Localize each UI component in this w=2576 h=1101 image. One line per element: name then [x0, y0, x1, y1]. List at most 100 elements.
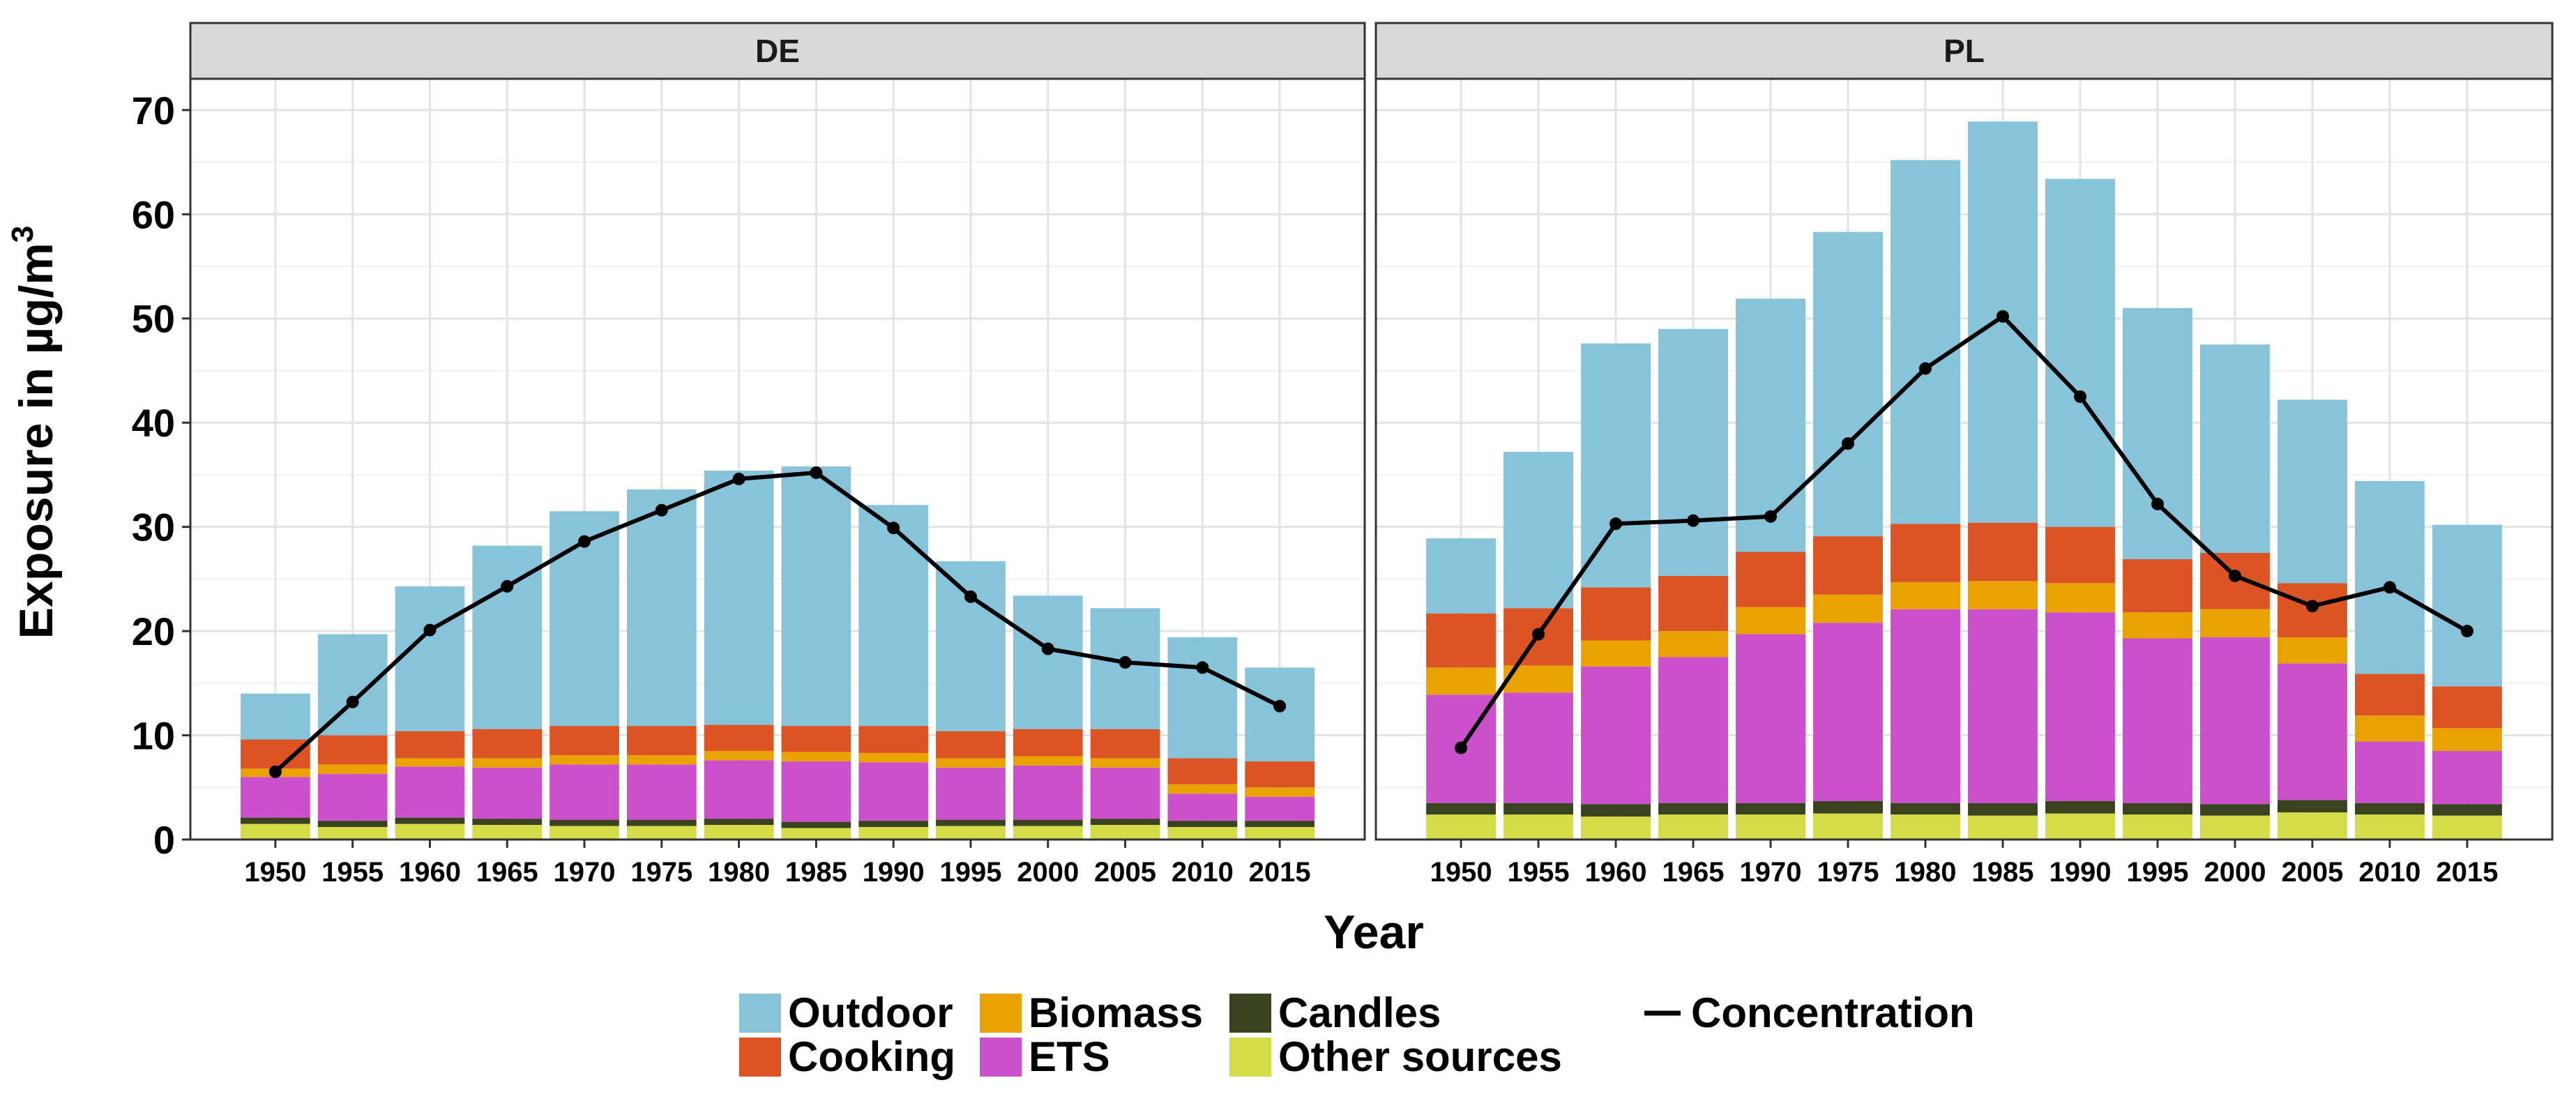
bar-de-1990-candles: [858, 821, 929, 828]
x-tick-label-pl-1960: 1960: [1585, 857, 1647, 888]
bar-pl-1990-cooking: [2045, 526, 2115, 584]
bar-de-1960-cooking: [395, 731, 465, 759]
bar-de-2000-cooking: [1013, 729, 1083, 757]
bar-pl-2000-candles: [2200, 804, 2270, 816]
bar-pl-1975-ets: [1813, 623, 1883, 801]
bar-de-1980-outdoor: [704, 470, 774, 725]
y-tick-label-60: 60: [132, 192, 175, 236]
bar-de-2005-biomass: [1090, 758, 1160, 768]
concentration-point-de-1970: [578, 535, 591, 548]
bar-pl-1995-candles: [2123, 803, 2192, 815]
bar-de-1955-candles: [317, 821, 388, 828]
concentration-point-de-1995: [964, 590, 977, 603]
x-tick-label-de-2005: 2005: [1094, 857, 1156, 888]
facet-label-de: DE: [755, 33, 800, 69]
bar-de-1965-ets: [472, 767, 543, 819]
x-tick-label-de-1965: 1965: [476, 857, 538, 888]
bar-pl-2010-outdoor: [2354, 480, 2425, 674]
bar-pl-2015-ets: [2432, 750, 2502, 805]
x-tick-label-de-1980: 1980: [708, 857, 770, 888]
bar-de-2015-ets: [1245, 796, 1314, 821]
bar-de-1975-ets: [626, 764, 697, 820]
concentration-line-pl: [1459, 314, 2469, 750]
x-axis-title: Year: [1324, 906, 1424, 959]
concentration-point-de-2005: [1119, 655, 1132, 669]
y-axis-title: Exposure in µg/m3: [6, 226, 63, 639]
bar-de-1995-biomass: [936, 758, 1006, 768]
x-tick-label-pl-1970: 1970: [1740, 857, 1802, 888]
concentration-point-pl-1990: [2073, 390, 2086, 403]
bar-pl-2015-candles: [2432, 804, 2502, 816]
y-tick-label-70: 70: [132, 89, 175, 132]
bar-pl-2010-other-sources: [2354, 814, 2425, 840]
x-tick-label-pl-1955: 1955: [1508, 857, 1570, 888]
bar-de-2005-ets: [1090, 767, 1160, 819]
concentration-point-pl-1985: [1996, 310, 2009, 323]
bar-pl-1950-cooking: [1426, 613, 1497, 668]
concentration-point-pl-1950: [1455, 741, 1468, 754]
legend-label-other-sources: Other sources: [1278, 1033, 1562, 1080]
legend-item-candles: Candles: [1229, 989, 1441, 1036]
bar-pl-1980-other-sources: [1891, 814, 1960, 840]
bar-de-1985-ets: [781, 761, 851, 822]
bar-pl-1975-cooking: [1813, 536, 1883, 595]
x-tick-label-pl-1950: 1950: [1430, 857, 1492, 888]
bar-pl-1975-biomass: [1813, 594, 1883, 623]
legend-swatch-biomass: [980, 994, 1022, 1033]
bar-de-2005-candles: [1090, 819, 1160, 826]
bar-pl-1970-ets: [1736, 634, 1805, 803]
bar-pl-1955-candles: [1503, 803, 1574, 815]
bar-pl-1980-outdoor: [1891, 160, 1960, 524]
bar-de-1955-cooking: [317, 735, 388, 765]
bar-de-1960-biomass: [395, 758, 465, 767]
bar-pl-1980-candles: [1891, 803, 1960, 815]
bar-de-2015-other-sources: [1245, 827, 1314, 840]
legend-swatch-cooking: [739, 1038, 781, 1077]
bar-de-2010-ets: [1167, 794, 1238, 821]
bar-pl-1990-outdoor: [2045, 179, 2115, 527]
bar-de-1995-other-sources: [936, 826, 1006, 840]
bar-de-1990-ets: [858, 762, 929, 821]
legend-item-outdoor: Outdoor: [739, 989, 953, 1036]
bar-de-1985-candles: [781, 821, 851, 828]
bar-de-2015-cooking: [1245, 761, 1314, 788]
panel-pl-bars: [1426, 121, 2502, 840]
bar-pl-1960-other-sources: [1581, 817, 1651, 840]
bar-de-1955-outdoor: [317, 634, 388, 736]
bar-pl-1995-cooking: [2123, 559, 2192, 613]
concentration-point-pl-2010: [2383, 581, 2396, 594]
concentration-point-de-1955: [346, 695, 359, 708]
panel-de-concentration: [268, 466, 1287, 778]
bar-de-1950-outdoor: [241, 693, 310, 740]
bar-de-1955-ets: [317, 773, 388, 821]
bar-pl-2010-biomass: [2354, 715, 2425, 742]
bar-de-1965-outdoor: [472, 545, 543, 729]
bar-pl-1960-candles: [1581, 804, 1651, 817]
legend-item-ets: ETS: [980, 1033, 1110, 1080]
concentration-point-pl-1955: [1532, 628, 1545, 641]
bar-pl-1985-ets: [1968, 609, 2038, 803]
y-tick-label-50: 50: [132, 297, 175, 341]
bar-de-1995-candles: [936, 819, 1006, 826]
bar-de-1990-outdoor: [858, 505, 929, 727]
concentration-point-pl-2000: [2228, 569, 2241, 582]
bar-de-1980-cooking: [704, 724, 774, 751]
bar-de-1985-outdoor: [781, 466, 851, 727]
bar-de-1990-biomass: [858, 752, 929, 763]
bar-de-1970-other-sources: [550, 826, 619, 840]
legend-item-biomass: Biomass: [980, 989, 1203, 1036]
legend-item-concentration: Concentration: [1644, 989, 1975, 1036]
x-tick-label-pl-2000: 2000: [2204, 857, 2266, 888]
bar-de-1960-other-sources: [395, 823, 465, 840]
bar-pl-1975-candles: [1813, 800, 1883, 814]
concentration-point-pl-1980: [1919, 362, 1932, 375]
facet-strip-pl: [1374, 22, 2554, 80]
panel-pl-x-ticks: 1950 1955 1960 1965 1970 1975 1980 1985 1990 1995…: [1430, 840, 2498, 888]
bar-de-1990-cooking: [858, 726, 929, 753]
bar-pl-2015-other-sources: [2432, 815, 2502, 840]
legend-swatch-candles: [1229, 994, 1271, 1033]
bar-de-2015-candles: [1245, 821, 1314, 828]
legend-item-other-sources: Other sources: [1229, 1033, 1562, 1080]
